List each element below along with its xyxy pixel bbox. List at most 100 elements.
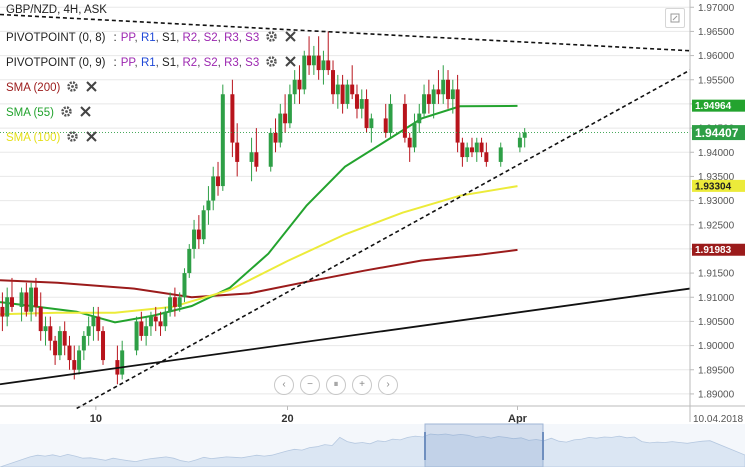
candle-body	[460, 142, 465, 158]
candle-body	[201, 210, 206, 240]
pivot-item: R3	[224, 32, 239, 44]
pivot-separator: :	[113, 32, 117, 44]
candle-body	[273, 132, 278, 143]
gear-icon[interactable]	[66, 80, 79, 93]
candle-body	[43, 326, 48, 332]
reset-button[interactable]: ⏸	[326, 375, 346, 395]
trendline	[0, 13, 691, 52]
candle-body	[469, 147, 474, 153]
zoom-in-button[interactable]: +	[352, 375, 372, 395]
sma-legend-row[interactable]: SMA (100)	[6, 130, 98, 146]
candle-body	[220, 94, 225, 187]
price-tick-label: 1.94000	[698, 148, 735, 159]
candle-body	[0, 306, 5, 317]
candle-body	[441, 79, 446, 95]
pivot-item: S1	[162, 57, 177, 69]
candle-body	[407, 137, 412, 148]
candle-body	[354, 94, 359, 109]
close-icon[interactable]	[284, 30, 297, 43]
time-tick-label: Apr	[508, 413, 528, 425]
candle-body	[91, 316, 96, 327]
sma-legend-row[interactable]: SMA (55)	[6, 105, 92, 121]
candle-body	[29, 287, 34, 312]
price-tick-label: 1.93000	[698, 196, 735, 207]
candle-body	[96, 316, 101, 332]
zoom-out-button[interactable]: −	[300, 375, 320, 395]
candle-body	[230, 94, 235, 143]
close-icon[interactable]	[284, 55, 297, 68]
moving-averages	[0, 104, 518, 324]
candle-body	[254, 152, 259, 167]
candle-body	[412, 123, 417, 148]
close-icon[interactable]	[85, 80, 98, 93]
chevron-left-icon: ‹	[282, 379, 286, 390]
pivot-comma: ,	[217, 32, 225, 44]
candle-body	[163, 311, 168, 327]
candle-body	[345, 84, 350, 104]
zoom-out-icon: −	[307, 379, 313, 390]
candle-body	[9, 297, 14, 307]
chart-navigator: ‹ − ⏸ + ›	[274, 375, 404, 397]
candle-body	[436, 89, 441, 95]
candle-body	[326, 60, 331, 71]
candle-body	[5, 297, 10, 317]
candle-body	[62, 331, 67, 346]
candle-body	[292, 79, 297, 95]
candle-body	[484, 152, 489, 162]
pivot-item: S2	[203, 32, 218, 44]
pivot-legend-row[interactable]: PIVOTPOINT (0, 8): PP, R1, S1, R2, S2, R3…	[6, 30, 297, 46]
gear-icon[interactable]	[66, 130, 79, 143]
candle-body	[498, 147, 503, 162]
gear-icon[interactable]	[265, 30, 278, 43]
sma-name: SMA (100)	[6, 132, 61, 144]
navigator-overview[interactable]	[0, 423, 745, 467]
candle-body	[172, 297, 177, 307]
candle-body	[24, 292, 29, 312]
price-label-box	[692, 99, 745, 112]
candle-body	[311, 55, 316, 66]
grid	[0, 6, 690, 395]
candle-body	[33, 287, 38, 307]
pivot-comma: ,	[197, 57, 204, 69]
candle-body	[321, 60, 326, 71]
candle-body	[77, 350, 82, 370]
pivot-item: R2	[182, 57, 198, 69]
price-tick-label: 1.91000	[698, 293, 735, 304]
candle-body	[168, 297, 173, 312]
close-icon[interactable]	[85, 130, 98, 143]
candle-body	[86, 326, 91, 336]
candle-body	[53, 340, 58, 356]
gear-icon[interactable]	[60, 105, 73, 118]
candle-body	[177, 297, 182, 307]
price-tick-label: 1.96000	[698, 51, 735, 62]
price-label-box	[692, 125, 745, 141]
sma-legend-row[interactable]: SMA (200)	[6, 80, 98, 96]
time-last-label: 10.04.2018	[693, 414, 743, 425]
candle-body	[283, 113, 288, 124]
navigator-area	[0, 433, 745, 467]
price-label-box	[692, 243, 745, 256]
candle-body	[182, 273, 187, 298]
candle-body	[57, 331, 62, 356]
trendline	[76, 69, 691, 410]
candle-body	[331, 70, 336, 95]
pivot-comma: ,	[197, 32, 204, 44]
price-tick-label: 1.97000	[698, 3, 735, 14]
sma-name: SMA (55)	[6, 107, 54, 119]
candle-body	[67, 345, 72, 361]
gear-icon[interactable]	[265, 55, 278, 68]
close-icon[interactable]	[79, 105, 92, 118]
candle-body	[144, 326, 149, 336]
candle-body	[192, 229, 197, 249]
pivot-comma: ,	[134, 57, 141, 69]
pivot-legend-row[interactable]: PIVOTPOINT (0, 9): PP, R1, S1, R2, S2, R3…	[6, 55, 297, 71]
scroll-left-button[interactable]: ‹	[274, 375, 294, 395]
sma-name: SMA (200)	[6, 82, 61, 94]
pivot-name: PIVOTPOINT (0, 9)	[6, 57, 106, 69]
price-tick-label: 1.89500	[698, 365, 735, 376]
pivot-item: S3	[245, 32, 260, 44]
scroll-right-button[interactable]: ›	[378, 375, 398, 395]
pivot-comma: ,	[176, 32, 183, 44]
expand-button[interactable]	[665, 8, 685, 28]
